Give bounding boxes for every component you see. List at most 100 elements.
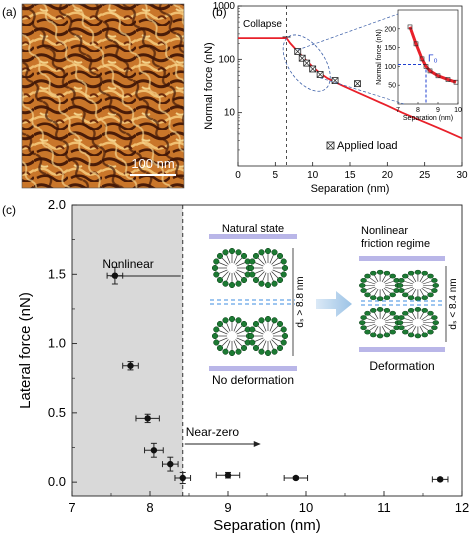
micelle-head <box>216 344 224 352</box>
marker-cross <box>354 80 361 87</box>
inset-point <box>419 56 425 62</box>
x-tick-label: 10 <box>299 500 313 515</box>
data-point <box>122 361 139 371</box>
micelle-tail <box>221 257 229 265</box>
micelle-tail <box>269 254 275 264</box>
micelle-head <box>376 307 384 312</box>
micelle-head <box>431 315 438 320</box>
micelle-tail <box>236 329 246 335</box>
micelle-tail <box>381 288 387 297</box>
point-marker <box>292 474 300 482</box>
inset-y-label: Normal force (nN) <box>376 29 383 85</box>
micelle-tail <box>403 317 414 322</box>
x-tick-label: 9 <box>224 500 231 515</box>
micelle-tail <box>221 339 229 347</box>
micelle-tail <box>419 311 425 320</box>
micelle-head <box>216 252 224 260</box>
micelle-head <box>240 320 248 328</box>
y-tick-label: 0.0 <box>48 474 66 489</box>
x-tick-label: 11 <box>377 500 391 515</box>
micelle-tail <box>261 322 267 332</box>
marker-cross <box>298 54 306 62</box>
micelle-tail <box>271 271 279 279</box>
micelle-tail <box>365 323 376 328</box>
micelle-tail <box>411 274 417 282</box>
micelle-head <box>222 249 229 256</box>
micelle-tail <box>421 314 430 321</box>
micelle-head <box>398 278 405 283</box>
inset-x-tick-label: 9 <box>436 107 440 114</box>
micelle-tail <box>261 272 267 282</box>
micelle-head <box>360 278 367 283</box>
micelle-tail <box>225 272 231 282</box>
micelle-head <box>222 280 229 287</box>
micelle-tail <box>261 340 267 350</box>
x-tick-label: 30 <box>456 170 468 181</box>
micelle-tail <box>254 337 264 343</box>
micelle-head <box>264 281 272 289</box>
micelle-tail <box>384 323 395 328</box>
x-tick-label: 12 <box>455 500 469 515</box>
micelle-head <box>370 295 377 301</box>
micelle-head <box>271 348 278 355</box>
micelle-head <box>213 326 220 333</box>
panel-c-chart: 7 8 9 10 11 12 0.0 0.5 1.0 1.5 2.0 Separation (nm) L… <box>17 197 469 534</box>
inset-y-tick-label: 150 <box>384 45 396 52</box>
x-tick-label: 8 <box>146 500 153 515</box>
inset-x-tick-label: 10 <box>454 107 462 114</box>
micelle-head <box>249 258 256 265</box>
x-tick-label: 7 <box>68 500 75 515</box>
point-marker <box>150 447 158 454</box>
zoom-ellipse <box>282 34 331 92</box>
micelle-head <box>407 270 415 276</box>
micelle-head <box>249 339 256 346</box>
compressed-micelles-top <box>359 269 439 302</box>
micelle-head <box>398 315 405 320</box>
applied-load-point <box>309 65 317 73</box>
micelle-head <box>276 344 284 352</box>
applied-load-point <box>331 77 339 84</box>
micelle-tail <box>368 288 377 294</box>
micelle-tail <box>218 269 228 275</box>
micelle-tail <box>225 340 231 350</box>
inset-point <box>407 24 413 30</box>
micelle-head <box>421 308 428 313</box>
point-marker <box>224 472 232 479</box>
micelle-tail <box>422 286 433 291</box>
micelle-head <box>360 288 367 293</box>
micelle-head <box>235 348 242 355</box>
micelle-head <box>276 252 284 260</box>
micelle-head <box>258 317 265 324</box>
micelle-head <box>252 276 260 284</box>
right-title-2: friction regime <box>361 238 430 250</box>
micelle-head <box>213 258 220 265</box>
micelle-tail <box>411 311 417 320</box>
micelle-tail <box>406 288 415 294</box>
x-tick-label: 10 <box>307 170 319 181</box>
inset-point <box>427 68 433 74</box>
schematic: Natural state dₛ > 8.8 nm No deformation No… <box>209 223 459 387</box>
micelle-tail <box>272 269 282 275</box>
inset-point <box>423 64 429 69</box>
micelle <box>359 307 402 339</box>
micelle-head <box>407 308 415 313</box>
micelle-tail <box>269 272 275 282</box>
micelle-tail <box>383 325 392 332</box>
top-plate-left <box>209 234 297 239</box>
inset-x-label: Separation (nm) <box>403 115 453 122</box>
micelle-head <box>235 280 242 287</box>
micelle-tail <box>271 339 279 347</box>
data-point <box>283 474 309 482</box>
micelle-head <box>235 317 242 324</box>
micelle-head <box>264 247 272 255</box>
micelle-head <box>213 339 220 346</box>
y-tick-label: 0.5 <box>48 405 66 420</box>
micelle-tail <box>236 261 246 267</box>
micelle <box>247 247 289 289</box>
micelle-head <box>364 273 371 279</box>
micelle-head <box>271 249 278 256</box>
micelle-tail <box>421 276 430 283</box>
nonlinear-region-shade <box>72 205 183 496</box>
micelle-tail <box>383 288 392 294</box>
inset-gamma-label: Γ₀ <box>428 54 438 65</box>
